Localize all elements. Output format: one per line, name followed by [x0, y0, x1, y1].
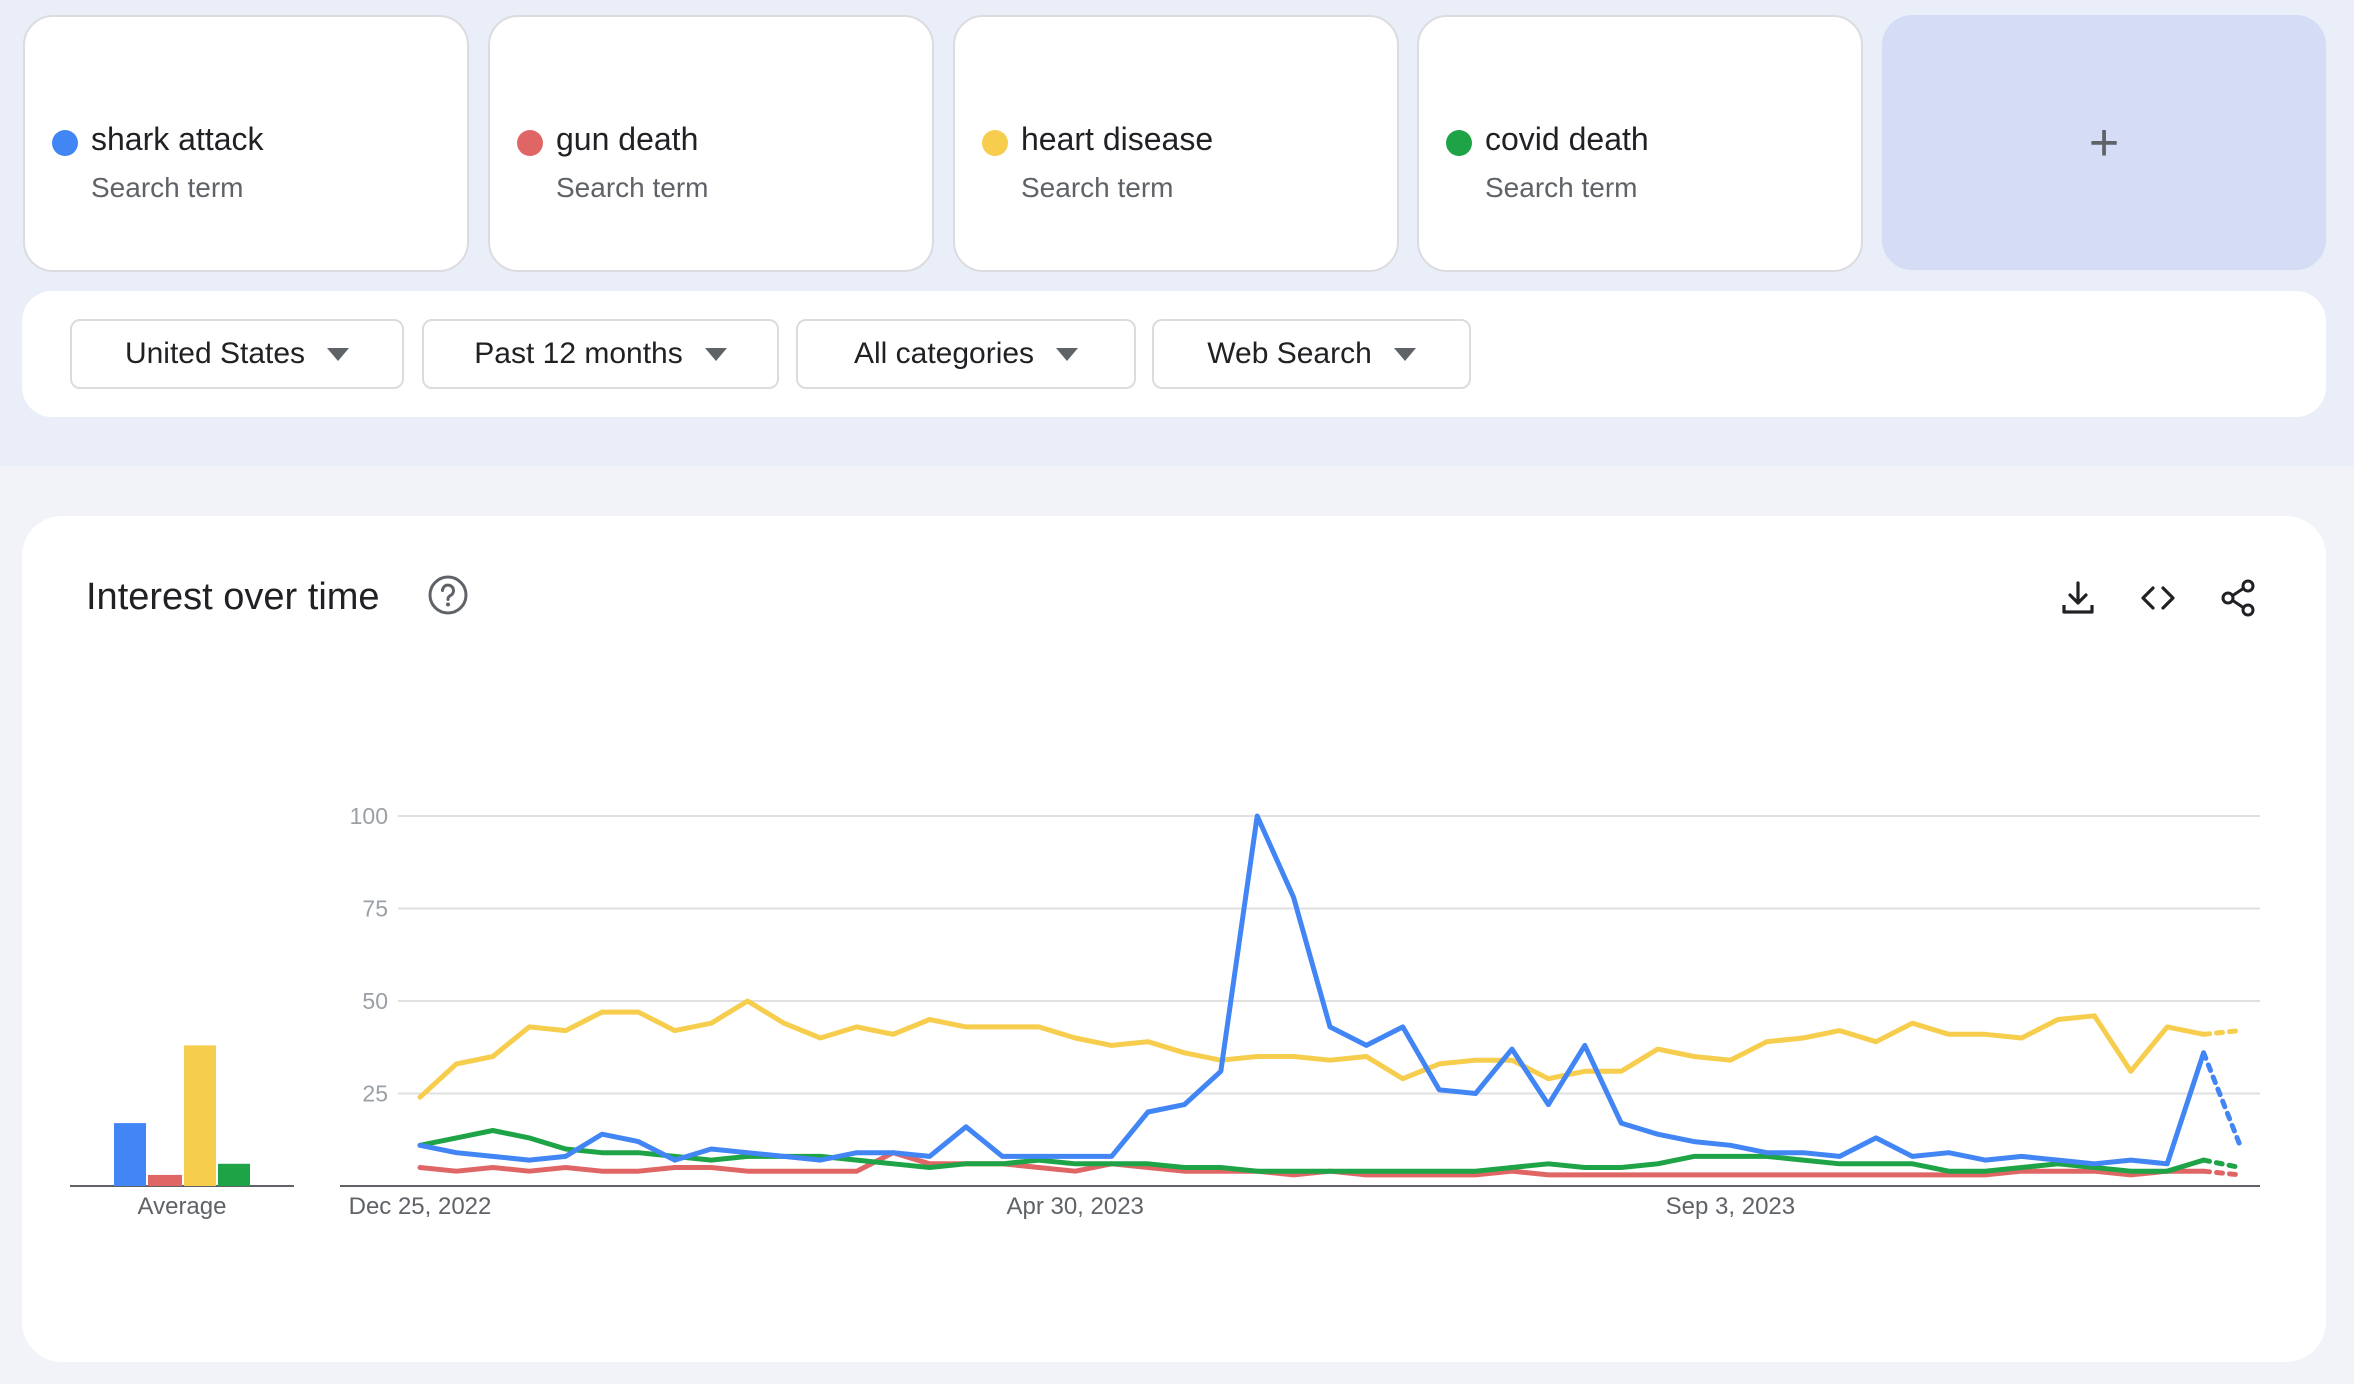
region-dropdown[interactable]: United States: [70, 319, 404, 389]
term-label: gun death: [556, 121, 699, 157]
term-label: covid death: [1485, 121, 1649, 157]
y-tick-label: 75: [362, 896, 388, 922]
series-line-heart-disease: [417, 998, 2207, 1100]
share-icon[interactable]: [2218, 578, 2258, 618]
term-label: heart disease: [1021, 121, 1214, 157]
time-range-value: Past 12 months: [474, 337, 683, 370]
time-range-dropdown[interactable]: Past 12 months: [422, 319, 779, 389]
average-bar-shark-attack: [114, 1123, 146, 1186]
x-tick-label: Apr 30, 2023: [1006, 1193, 1143, 1220]
y-tick-label: 50: [362, 988, 388, 1014]
term-type: Search term: [91, 172, 244, 203]
series-color-dot: [982, 130, 1008, 156]
caret-down-icon: [704, 347, 727, 361]
series-line-covid-death: [417, 1128, 2207, 1174]
category-dropdown[interactable]: All categories: [796, 319, 1136, 389]
term-card-shark-attack[interactable]: shark attack Search term: [23, 15, 469, 272]
filter-bar: United States Past 12 months All categor…: [22, 291, 2326, 417]
partial-segment-heart-disease: [2201, 1028, 2243, 1037]
y-tick-label: 25: [362, 1081, 388, 1107]
download-icon[interactable]: [2058, 578, 2098, 618]
panel-title: Interest over time: [86, 576, 380, 618]
x-tick-label: Sep 3, 2023: [1666, 1193, 1795, 1220]
region-value: United States: [124, 337, 306, 370]
series-color-dot: [52, 130, 78, 156]
search-type-value: Web Search: [1207, 337, 1372, 370]
average-bar-gun-death: [148, 1174, 182, 1186]
caret-down-icon: [1393, 347, 1416, 361]
help-circle-icon[interactable]: [427, 574, 469, 616]
plus-icon: +: [2088, 113, 2120, 172]
embed-code-icon[interactable]: [2138, 578, 2178, 618]
average-bar-covid-death: [218, 1163, 250, 1186]
term-type: Search term: [1021, 172, 1174, 203]
partial-segment-covid-death: [2201, 1157, 2243, 1170]
partial-segment-shark-attack: [2201, 1050, 2243, 1148]
term-label: shark attack: [91, 121, 264, 157]
average-bar-heart-disease: [184, 1045, 216, 1186]
caret-down-icon: [1056, 347, 1079, 361]
term-type: Search term: [556, 172, 709, 203]
add-comparison-button[interactable]: +: [1882, 15, 2326, 270]
term-type: Search term: [1485, 172, 1638, 203]
term-card-heart-disease[interactable]: heart disease Search term: [953, 15, 1399, 272]
y-tick-label: 100: [350, 803, 388, 829]
term-card-gun-death[interactable]: gun death Search term: [488, 15, 934, 272]
search-type-dropdown[interactable]: Web Search: [1152, 319, 1471, 389]
caret-down-icon: [327, 347, 350, 361]
term-card-covid-death[interactable]: covid death Search term: [1417, 15, 1863, 272]
interest-over-time-panel: Interest over time: [22, 516, 2326, 1362]
series-color-dot: [1446, 130, 1472, 156]
series-line-shark-attack: [417, 813, 2207, 1167]
category-value: All categories: [853, 337, 1035, 370]
x-tick-label: Dec 25, 2022: [349, 1193, 492, 1220]
series-color-dot: [517, 130, 543, 156]
partial-segment-gun-death: [2201, 1168, 2243, 1178]
average-label: Average: [138, 1193, 227, 1220]
